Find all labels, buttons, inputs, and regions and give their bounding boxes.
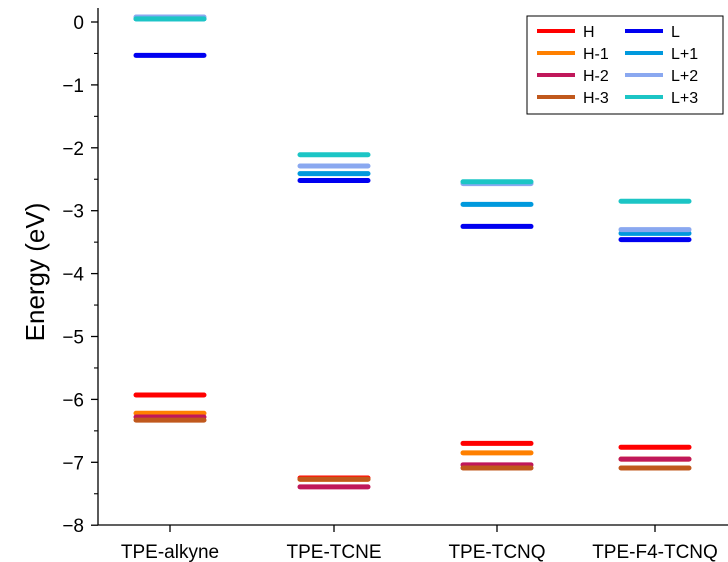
- x-ticks: TPE-alkyne TPE-TCNE TPE-TCNQ TPE-F4-TCNQ: [121, 525, 718, 562]
- x-tick-label: TPE-TCNE: [287, 542, 382, 562]
- legend-label: H-1: [583, 46, 609, 63]
- legend-label: L: [671, 24, 680, 41]
- legend-label: L+3: [671, 90, 698, 107]
- y-tick-label: −7: [62, 453, 84, 474]
- y-tick-label: −6: [62, 390, 84, 411]
- y-tick-label: −2: [62, 139, 84, 160]
- x-tick-label: TPE-F4-TCNQ: [592, 542, 718, 562]
- y-ticks: 0 −1 −2 −3 −4 −5 −6 −7 −8: [62, 13, 98, 537]
- energy-levels: [133, 14, 692, 490]
- legend-label: H-2: [583, 68, 609, 85]
- y-tick-label: −8: [62, 516, 84, 537]
- x-tick-label: TPE-TCNQ: [448, 542, 545, 562]
- y-tick-label: −4: [62, 265, 84, 286]
- axes: [97, 8, 728, 526]
- x-tick-label: TPE-alkyne: [121, 542, 219, 562]
- legend-label: L+1: [671, 46, 698, 63]
- legend-label: L+2: [671, 68, 698, 85]
- y-tick-label: 0: [73, 13, 84, 34]
- y-tick-label: −3: [62, 202, 84, 223]
- y-tick-label: −1: [62, 76, 84, 97]
- legend-label: H: [583, 24, 595, 41]
- legend: H H-1 H-2 H-3 L L+1 L+2 L+3: [526, 15, 724, 115]
- legend-label: H-3: [583, 90, 609, 107]
- y-tick-label: −5: [62, 328, 84, 349]
- y-axis-title: Energy (eV): [20, 203, 50, 342]
